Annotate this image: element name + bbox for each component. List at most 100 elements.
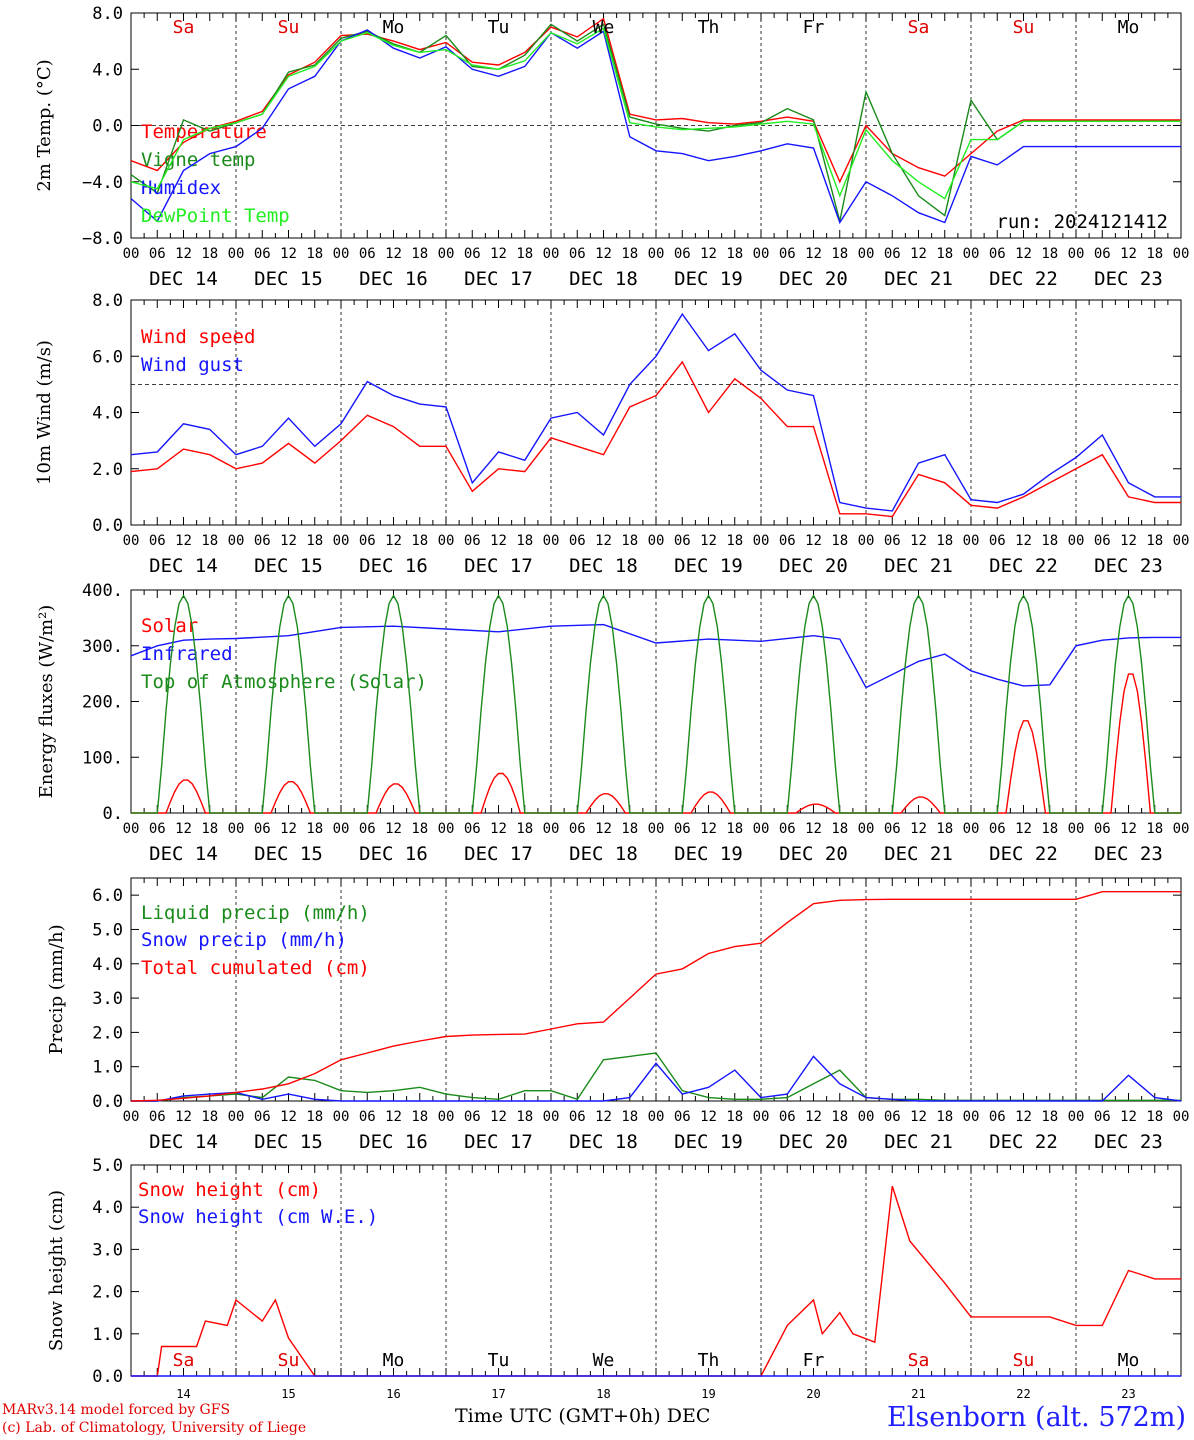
y-tick-label: −8.0 <box>82 229 123 249</box>
hour-tick-label: 00 <box>333 533 350 549</box>
series-line <box>130 623 1181 689</box>
hour-tick-label: 06 <box>884 821 901 837</box>
date-label: DEC 15 <box>254 843 323 865</box>
hour-tick-label: 00 <box>753 246 770 262</box>
date-label: DEC 19 <box>674 1131 743 1153</box>
hour-tick-label: 18 <box>411 1109 428 1125</box>
hour-tick-label: 06 <box>149 1109 166 1125</box>
date-label: DEC 18 <box>569 268 638 290</box>
hour-tick-label: 00 <box>123 1109 140 1125</box>
day-number: 15 <box>281 1387 295 1401</box>
hour-tick-label: 06 <box>674 1109 691 1125</box>
hour-tick-label: 18 <box>516 821 533 837</box>
hour-tick-label: 18 <box>1041 1109 1058 1125</box>
y-tick-label: 2.0 <box>92 1283 123 1303</box>
date-label: DEC 23 <box>1094 843 1163 865</box>
hour-tick-label: 00 <box>333 246 350 262</box>
hour-tick-label: 06 <box>779 246 796 262</box>
date-label: DEC 17 <box>464 1131 533 1153</box>
hour-tick-label: 12 <box>280 821 297 837</box>
date-label: DEC 16 <box>359 1131 428 1153</box>
hour-tick-label: 06 <box>674 821 691 837</box>
hour-tick-label: 18 <box>936 1109 953 1125</box>
date-label: DEC 22 <box>989 843 1058 865</box>
hour-tick-label: 00 <box>333 821 350 837</box>
hour-tick-label: 00 <box>1173 533 1190 549</box>
legend-entry: DewPoint Temp <box>141 205 290 227</box>
weekday-label: Mo <box>1118 17 1140 38</box>
weekday-label: Su <box>1013 1350 1035 1371</box>
date-label: DEC 23 <box>1094 1131 1163 1153</box>
legend-entry: Infrared <box>141 643 233 665</box>
day-number: 23 <box>1121 1387 1135 1401</box>
hour-tick-label: 18 <box>1041 246 1058 262</box>
y-axis-label: 2m Temp. (°C) <box>34 59 55 191</box>
series-line <box>131 1055 1182 1102</box>
hour-tick-label: 00 <box>753 533 770 549</box>
weekday-label: Sa <box>173 17 195 38</box>
date-label: DEC 19 <box>674 843 743 865</box>
y-tick-label: 0.0 <box>92 516 123 536</box>
date-label: DEC 21 <box>884 1131 953 1153</box>
hour-tick-label: 12 <box>280 533 297 549</box>
series-line <box>130 17 1181 184</box>
hour-tick-label: 12 <box>490 1109 507 1125</box>
hour-tick-label: 12 <box>805 1109 822 1125</box>
hour-tick-label: 00 <box>648 246 665 262</box>
hour-tick-label: 12 <box>175 1109 192 1125</box>
hour-tick-label: 00 <box>963 246 980 262</box>
y-tick-label: 1.0 <box>92 1325 123 1345</box>
hour-tick-label: 12 <box>175 246 192 262</box>
hour-tick-label: 00 <box>123 821 140 837</box>
hour-tick-label: 00 <box>1068 821 1085 837</box>
hour-tick-label: 00 <box>123 246 140 262</box>
hour-tick-label: 12 <box>385 1109 402 1125</box>
hour-tick-label: 00 <box>963 821 980 837</box>
hour-tick-label: 18 <box>621 821 638 837</box>
series-line <box>131 1185 1181 1377</box>
hour-tick-label: 12 <box>1015 246 1032 262</box>
date-label: DEC 14 <box>149 555 218 577</box>
hour-tick-label: 12 <box>175 821 192 837</box>
weekday-label: We <box>593 1350 615 1371</box>
y-tick-label: 0.0 <box>92 1367 123 1387</box>
hour-tick-label: 12 <box>700 1109 717 1125</box>
hour-tick-label: 18 <box>936 533 953 549</box>
hour-tick-label: 18 <box>726 821 743 837</box>
hour-tick-label: 06 <box>464 533 481 549</box>
date-label: DEC 16 <box>359 268 428 290</box>
series-line <box>130 312 1181 512</box>
day-number: 16 <box>386 1387 400 1401</box>
hour-tick-label: 12 <box>910 1109 927 1125</box>
hour-tick-label: 00 <box>228 1109 245 1125</box>
weekday-label: Su <box>278 1350 300 1371</box>
hour-tick-label: 00 <box>858 821 875 837</box>
hour-tick-label: 00 <box>753 821 770 837</box>
hour-tick-label: 18 <box>831 1109 848 1125</box>
hour-tick-label: 06 <box>149 533 166 549</box>
weekday-label: Fr <box>803 1350 825 1371</box>
hour-tick-label: 06 <box>254 1109 271 1125</box>
legend-entry: Snow precip (mm/h) <box>141 929 347 951</box>
hour-tick-label: 06 <box>1094 821 1111 837</box>
hour-tick-label: 18 <box>831 533 848 549</box>
date-label: DEC 14 <box>149 1131 218 1153</box>
hour-tick-label: 18 <box>306 1109 323 1125</box>
hour-tick-label: 00 <box>858 533 875 549</box>
y-tick-label: 8.0 <box>92 4 123 24</box>
legend-entry: Solar <box>141 615 198 637</box>
day-number: 17 <box>491 1387 505 1401</box>
weekday-label: Mo <box>383 1350 405 1371</box>
legend-entry: Liquid precip (mm/h) <box>141 902 370 924</box>
hour-tick-label: 12 <box>1120 821 1137 837</box>
hour-tick-label: 06 <box>1094 1109 1111 1125</box>
panel-frame <box>130 299 1182 526</box>
hour-tick-label: 06 <box>1094 246 1111 262</box>
hour-tick-label: 12 <box>385 533 402 549</box>
legend-entry: Temperature <box>141 121 267 143</box>
hour-tick-label: 06 <box>569 1109 586 1125</box>
hour-tick-label: 12 <box>490 533 507 549</box>
hour-tick-label: 00 <box>438 246 455 262</box>
hour-tick-label: 00 <box>123 533 140 549</box>
run-label: run: 2024121412 <box>996 211 1168 233</box>
